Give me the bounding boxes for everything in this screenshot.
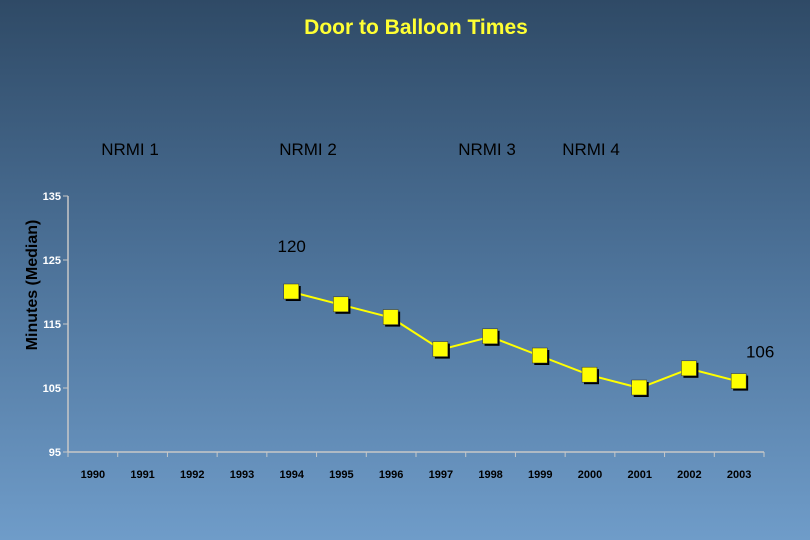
y-tick-label: 105 xyxy=(43,383,61,395)
axes xyxy=(67,196,764,453)
x-tick-label: 1993 xyxy=(230,469,254,481)
series-line xyxy=(291,291,740,390)
period-label-nrmi-4: NRMI 4 xyxy=(562,140,620,159)
data-point xyxy=(730,373,747,389)
y-axis-ticks: 95 105 115 125 135 xyxy=(43,191,68,459)
data-label: 120 xyxy=(278,237,306,256)
data-labels: 120 106 xyxy=(278,237,775,362)
x-tick-label: 2001 xyxy=(627,469,651,481)
x-tick-label: 2002 xyxy=(677,469,701,481)
data-label: 106 xyxy=(746,343,774,362)
y-tick-label: 135 xyxy=(43,191,61,203)
y-axis-label: Minutes (Median) xyxy=(24,220,41,351)
period-label-nrmi-2: NRMI 2 xyxy=(279,140,337,159)
data-point xyxy=(482,328,498,345)
x-tick-label: 1994 xyxy=(279,469,304,481)
x-tick-label: 1998 xyxy=(478,469,502,481)
y-tick-label: 115 xyxy=(43,319,61,331)
data-point xyxy=(532,347,548,364)
period-label-nrmi-1: NRMI 1 xyxy=(101,140,159,159)
x-tick-label: 1995 xyxy=(329,469,353,481)
chart-title: Door to Balloon Times xyxy=(304,16,528,39)
data-point xyxy=(333,296,349,313)
data-series xyxy=(283,283,749,397)
y-tick-label: 95 xyxy=(49,447,61,459)
x-tick-label: 1996 xyxy=(379,469,403,481)
x-tick-label: 1997 xyxy=(429,469,453,481)
period-label-nrmi-3: NRMI 3 xyxy=(458,140,516,159)
x-tick-label: 1991 xyxy=(130,469,154,481)
data-point xyxy=(681,360,697,377)
data-point xyxy=(581,366,598,383)
data-point xyxy=(382,309,399,325)
x-axis-ticks: 1990 1991 1992 1993 1994 1995 1996 1997 1998 1999… xyxy=(67,452,765,481)
x-tick-label: 1992 xyxy=(180,469,204,481)
data-point xyxy=(631,379,647,396)
x-tick-label: 1990 xyxy=(81,469,105,481)
data-point xyxy=(432,341,449,357)
x-tick-label: 1999 xyxy=(528,469,552,481)
y-tick-label: 125 xyxy=(43,255,61,267)
data-point xyxy=(283,283,299,300)
x-tick-label: 2000 xyxy=(578,469,602,481)
x-tick-label: 2003 xyxy=(727,469,751,481)
